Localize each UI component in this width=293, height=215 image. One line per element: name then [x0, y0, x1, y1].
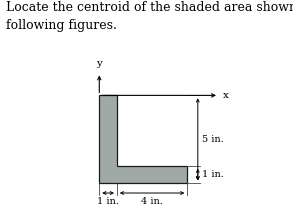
Text: 4 in.: 4 in. [141, 197, 163, 206]
Text: 1 in.: 1 in. [97, 197, 119, 206]
Text: y: y [96, 59, 102, 68]
Text: x: x [222, 91, 228, 100]
Polygon shape [99, 95, 187, 183]
Text: Locate the centroid of the shaded area shown in each of the
following figures.: Locate the centroid of the shaded area s… [6, 1, 293, 32]
Text: 1 in.: 1 in. [202, 170, 224, 179]
Text: 5 in.: 5 in. [202, 135, 224, 144]
